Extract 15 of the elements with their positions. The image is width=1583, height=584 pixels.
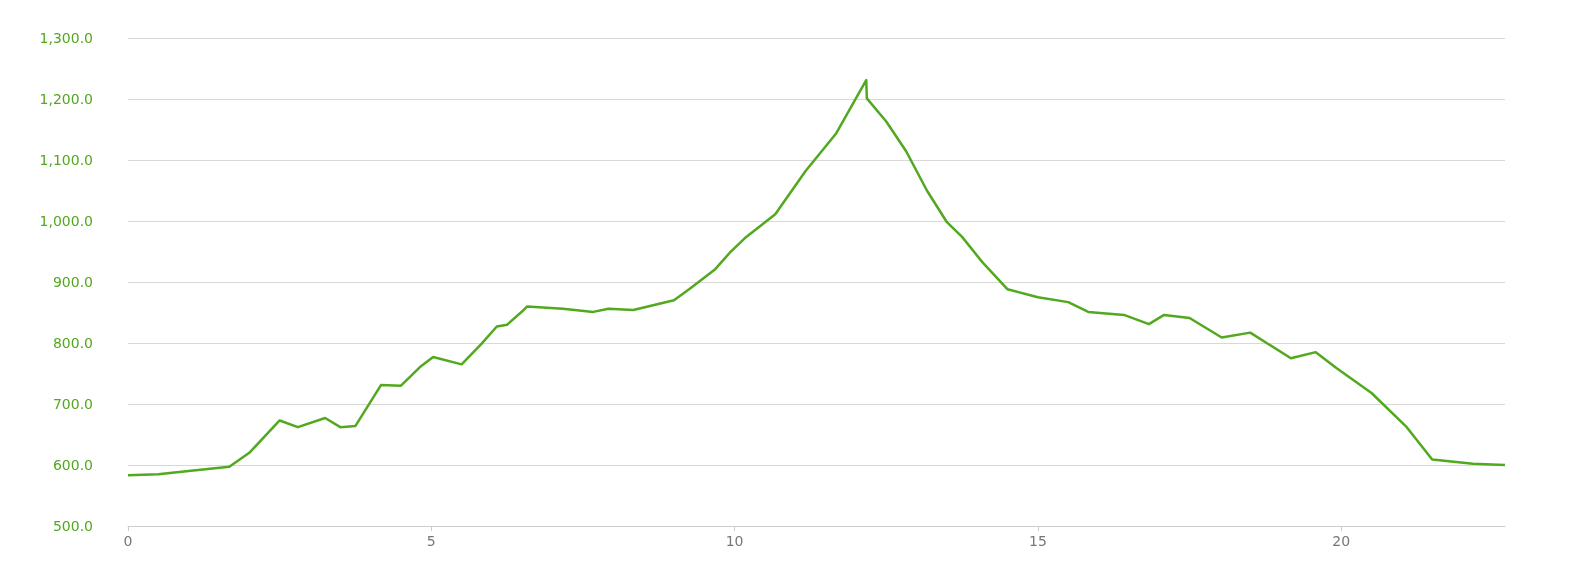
y-tick-label: 600.0 [52,457,93,473]
y-tick-label: 700.0 [52,396,93,412]
x-tick-label: 5 [426,533,436,549]
x-tick-label: 20 [1332,533,1351,549]
x-tick-label: 15 [1029,533,1047,549]
y-tick-label: 800.0 [52,335,93,351]
y-tick-label: 500.0 [52,518,93,534]
y-tick-label: 1,000.0 [39,213,93,229]
x-tick-label: 10 [725,533,744,549]
x-tick-label: 0 [123,533,133,549]
line-series [126,78,1507,477]
y-tick-label: 1,200.0 [39,91,93,107]
y-tick-label: 1,100.0 [39,152,93,168]
y-tick-label: 1,300.0 [39,30,93,46]
y-tick-label: 900.0 [52,274,93,290]
